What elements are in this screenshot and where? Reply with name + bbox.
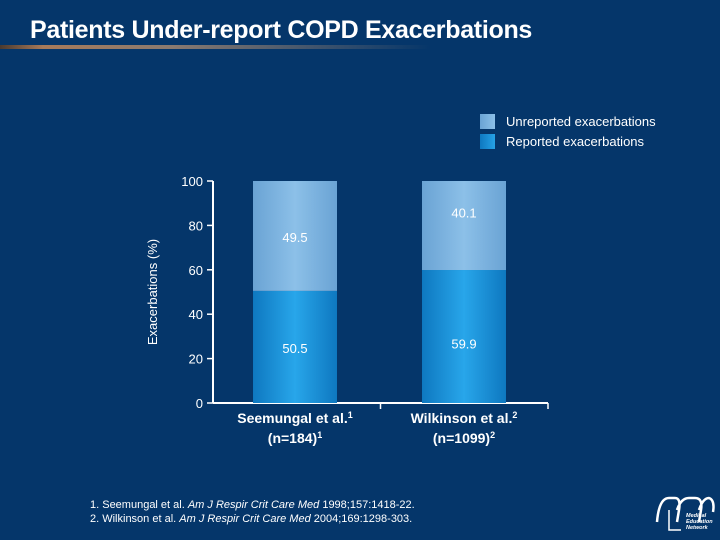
category-n-label: (n=184)1 xyxy=(268,430,322,446)
category-label: Seemungal et al.1 xyxy=(237,410,353,426)
svg-text:Network: Network xyxy=(686,525,709,531)
legend-label: Reported exacerbations xyxy=(506,134,645,149)
footnote-1: 1. Seemungal et al. Am J Respir Crit Car… xyxy=(90,499,415,511)
y-tick-label: 0 xyxy=(196,396,203,411)
y-tick-label: 100 xyxy=(181,174,203,189)
legend-label: Unreported exacerbations xyxy=(506,114,656,129)
y-axis-label: Exacerbations (%) xyxy=(145,239,160,345)
medical-education-network-logo: Medical Education Network xyxy=(655,496,715,531)
y-tick-label: 40 xyxy=(189,307,203,322)
legend-swatch-reported xyxy=(480,134,495,149)
data-label: 49.5 xyxy=(282,230,307,245)
legend-item-unreported: Unreported exacerbations xyxy=(480,114,656,129)
y-tick-label: 80 xyxy=(189,218,203,233)
data-label: 50.5 xyxy=(282,341,307,356)
data-label: 59.9 xyxy=(451,337,476,352)
category-label: Wilkinson et al.2 xyxy=(411,410,518,426)
data-label: 40.1 xyxy=(451,206,476,221)
y-tick-label: 20 xyxy=(189,352,203,367)
legend-swatch-unreported xyxy=(480,114,495,129)
footnotes: 1. Seemungal et al. Am J Respir Crit Car… xyxy=(90,498,415,526)
title-underline xyxy=(0,45,430,49)
svg-text:Education: Education xyxy=(686,519,713,525)
category-n-label: (n=1099)2 xyxy=(433,430,495,446)
bar-unreported xyxy=(253,181,337,291)
bar-unreported xyxy=(422,181,506,271)
y-tick-label: 60 xyxy=(189,263,203,278)
legend-item-reported: Reported exacerbations xyxy=(480,134,644,149)
bar-reported xyxy=(253,290,337,403)
bar-reported xyxy=(422,270,506,403)
footnote-2: 2. Wilkinson et al. Am J Respir Crit Car… xyxy=(90,513,413,525)
slide-title: Patients Under-report COPD Exacerbations xyxy=(30,16,533,44)
svg-text:Medical: Medical xyxy=(686,513,707,519)
